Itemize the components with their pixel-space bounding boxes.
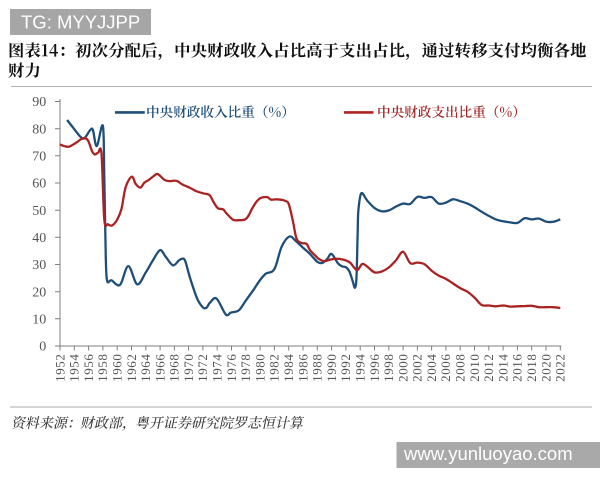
svg-text:1990: 1990 — [324, 354, 339, 382]
svg-text:1986: 1986 — [295, 354, 310, 382]
svg-text:2018: 2018 — [524, 354, 539, 382]
svg-text:60: 60 — [32, 177, 46, 192]
svg-text:2006: 2006 — [438, 354, 453, 382]
svg-text:50: 50 — [32, 204, 46, 219]
svg-text:1974: 1974 — [210, 354, 225, 382]
svg-text:1988: 1988 — [310, 354, 325, 382]
svg-text:1952: 1952 — [52, 354, 67, 382]
svg-text:1976: 1976 — [224, 354, 239, 382]
svg-text:1998: 1998 — [381, 354, 396, 382]
svg-text:2020: 2020 — [538, 354, 553, 382]
svg-text:2012: 2012 — [481, 354, 496, 382]
svg-text:1966: 1966 — [152, 354, 167, 382]
svg-text:1956: 1956 — [81, 354, 96, 382]
svg-text:1996: 1996 — [367, 354, 382, 382]
svg-text:2002: 2002 — [410, 354, 425, 382]
svg-text:1980: 1980 — [252, 354, 267, 382]
svg-text:2010: 2010 — [467, 354, 482, 382]
svg-text:1982: 1982 — [267, 354, 282, 382]
svg-text:30: 30 — [32, 258, 46, 273]
svg-text:20: 20 — [32, 285, 46, 300]
svg-text:1978: 1978 — [238, 354, 253, 382]
svg-text:2014: 2014 — [495, 354, 510, 382]
svg-text:2004: 2004 — [424, 354, 439, 382]
svg-text:1954: 1954 — [67, 354, 82, 382]
svg-text:1972: 1972 — [195, 354, 210, 382]
svg-text:1994: 1994 — [353, 354, 368, 382]
svg-text:2016: 2016 — [510, 354, 525, 382]
svg-text:40: 40 — [32, 231, 46, 246]
svg-text:1992: 1992 — [338, 354, 353, 382]
svg-text:www.yunluoyao.com: www.yunluoyao.com — [403, 443, 573, 464]
svg-text:2000: 2000 — [395, 354, 410, 382]
svg-text:1962: 1962 — [124, 354, 139, 382]
svg-text:2022: 2022 — [553, 354, 568, 382]
svg-text:1958: 1958 — [95, 354, 110, 382]
svg-text:90: 90 — [32, 95, 46, 110]
svg-text:1960: 1960 — [110, 354, 125, 382]
svg-text:1984: 1984 — [281, 354, 296, 382]
svg-text:10: 10 — [32, 312, 46, 327]
svg-text:1968: 1968 — [167, 354, 182, 382]
svg-text:1964: 1964 — [138, 354, 153, 382]
svg-text:2008: 2008 — [453, 354, 468, 382]
svg-text:0: 0 — [39, 340, 46, 355]
svg-text:1970: 1970 — [181, 354, 196, 382]
svg-text:70: 70 — [32, 149, 46, 164]
svg-text:80: 80 — [32, 122, 46, 137]
svg-text:TG: MYYJJPP: TG: MYYJJPP — [21, 12, 140, 33]
